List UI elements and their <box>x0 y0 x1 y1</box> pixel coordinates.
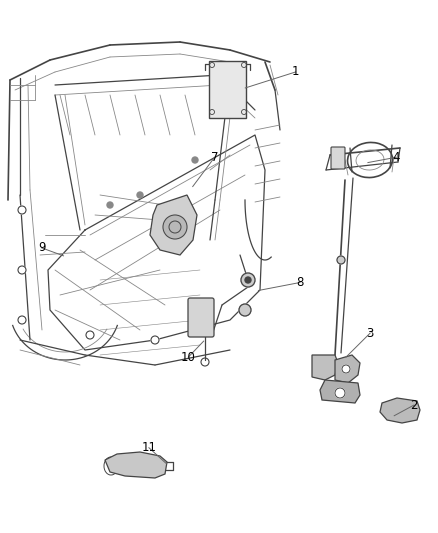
FancyBboxPatch shape <box>188 298 214 337</box>
Circle shape <box>86 331 94 339</box>
Circle shape <box>342 365 350 373</box>
Polygon shape <box>312 355 338 380</box>
Circle shape <box>163 215 187 239</box>
Circle shape <box>239 304 251 316</box>
Text: 2: 2 <box>410 399 418 411</box>
Text: 9: 9 <box>38 241 46 254</box>
FancyBboxPatch shape <box>209 61 246 118</box>
Polygon shape <box>320 380 360 403</box>
Text: 8: 8 <box>297 276 304 289</box>
Polygon shape <box>335 355 360 383</box>
Circle shape <box>245 277 251 283</box>
Circle shape <box>18 316 26 324</box>
Circle shape <box>18 266 26 274</box>
Circle shape <box>107 202 113 208</box>
Circle shape <box>137 192 143 198</box>
Polygon shape <box>380 398 420 423</box>
Polygon shape <box>150 195 197 255</box>
Polygon shape <box>105 452 167 478</box>
FancyBboxPatch shape <box>331 147 345 169</box>
Text: 7: 7 <box>211 151 219 164</box>
Text: 4: 4 <box>392 151 400 164</box>
Circle shape <box>337 256 345 264</box>
Circle shape <box>335 388 345 398</box>
Circle shape <box>18 206 26 214</box>
Text: 11: 11 <box>141 441 156 454</box>
Circle shape <box>241 273 255 287</box>
Circle shape <box>192 157 198 163</box>
Text: 1: 1 <box>292 66 300 78</box>
Text: 3: 3 <box>367 327 374 340</box>
Text: 10: 10 <box>181 351 196 364</box>
Circle shape <box>151 336 159 344</box>
